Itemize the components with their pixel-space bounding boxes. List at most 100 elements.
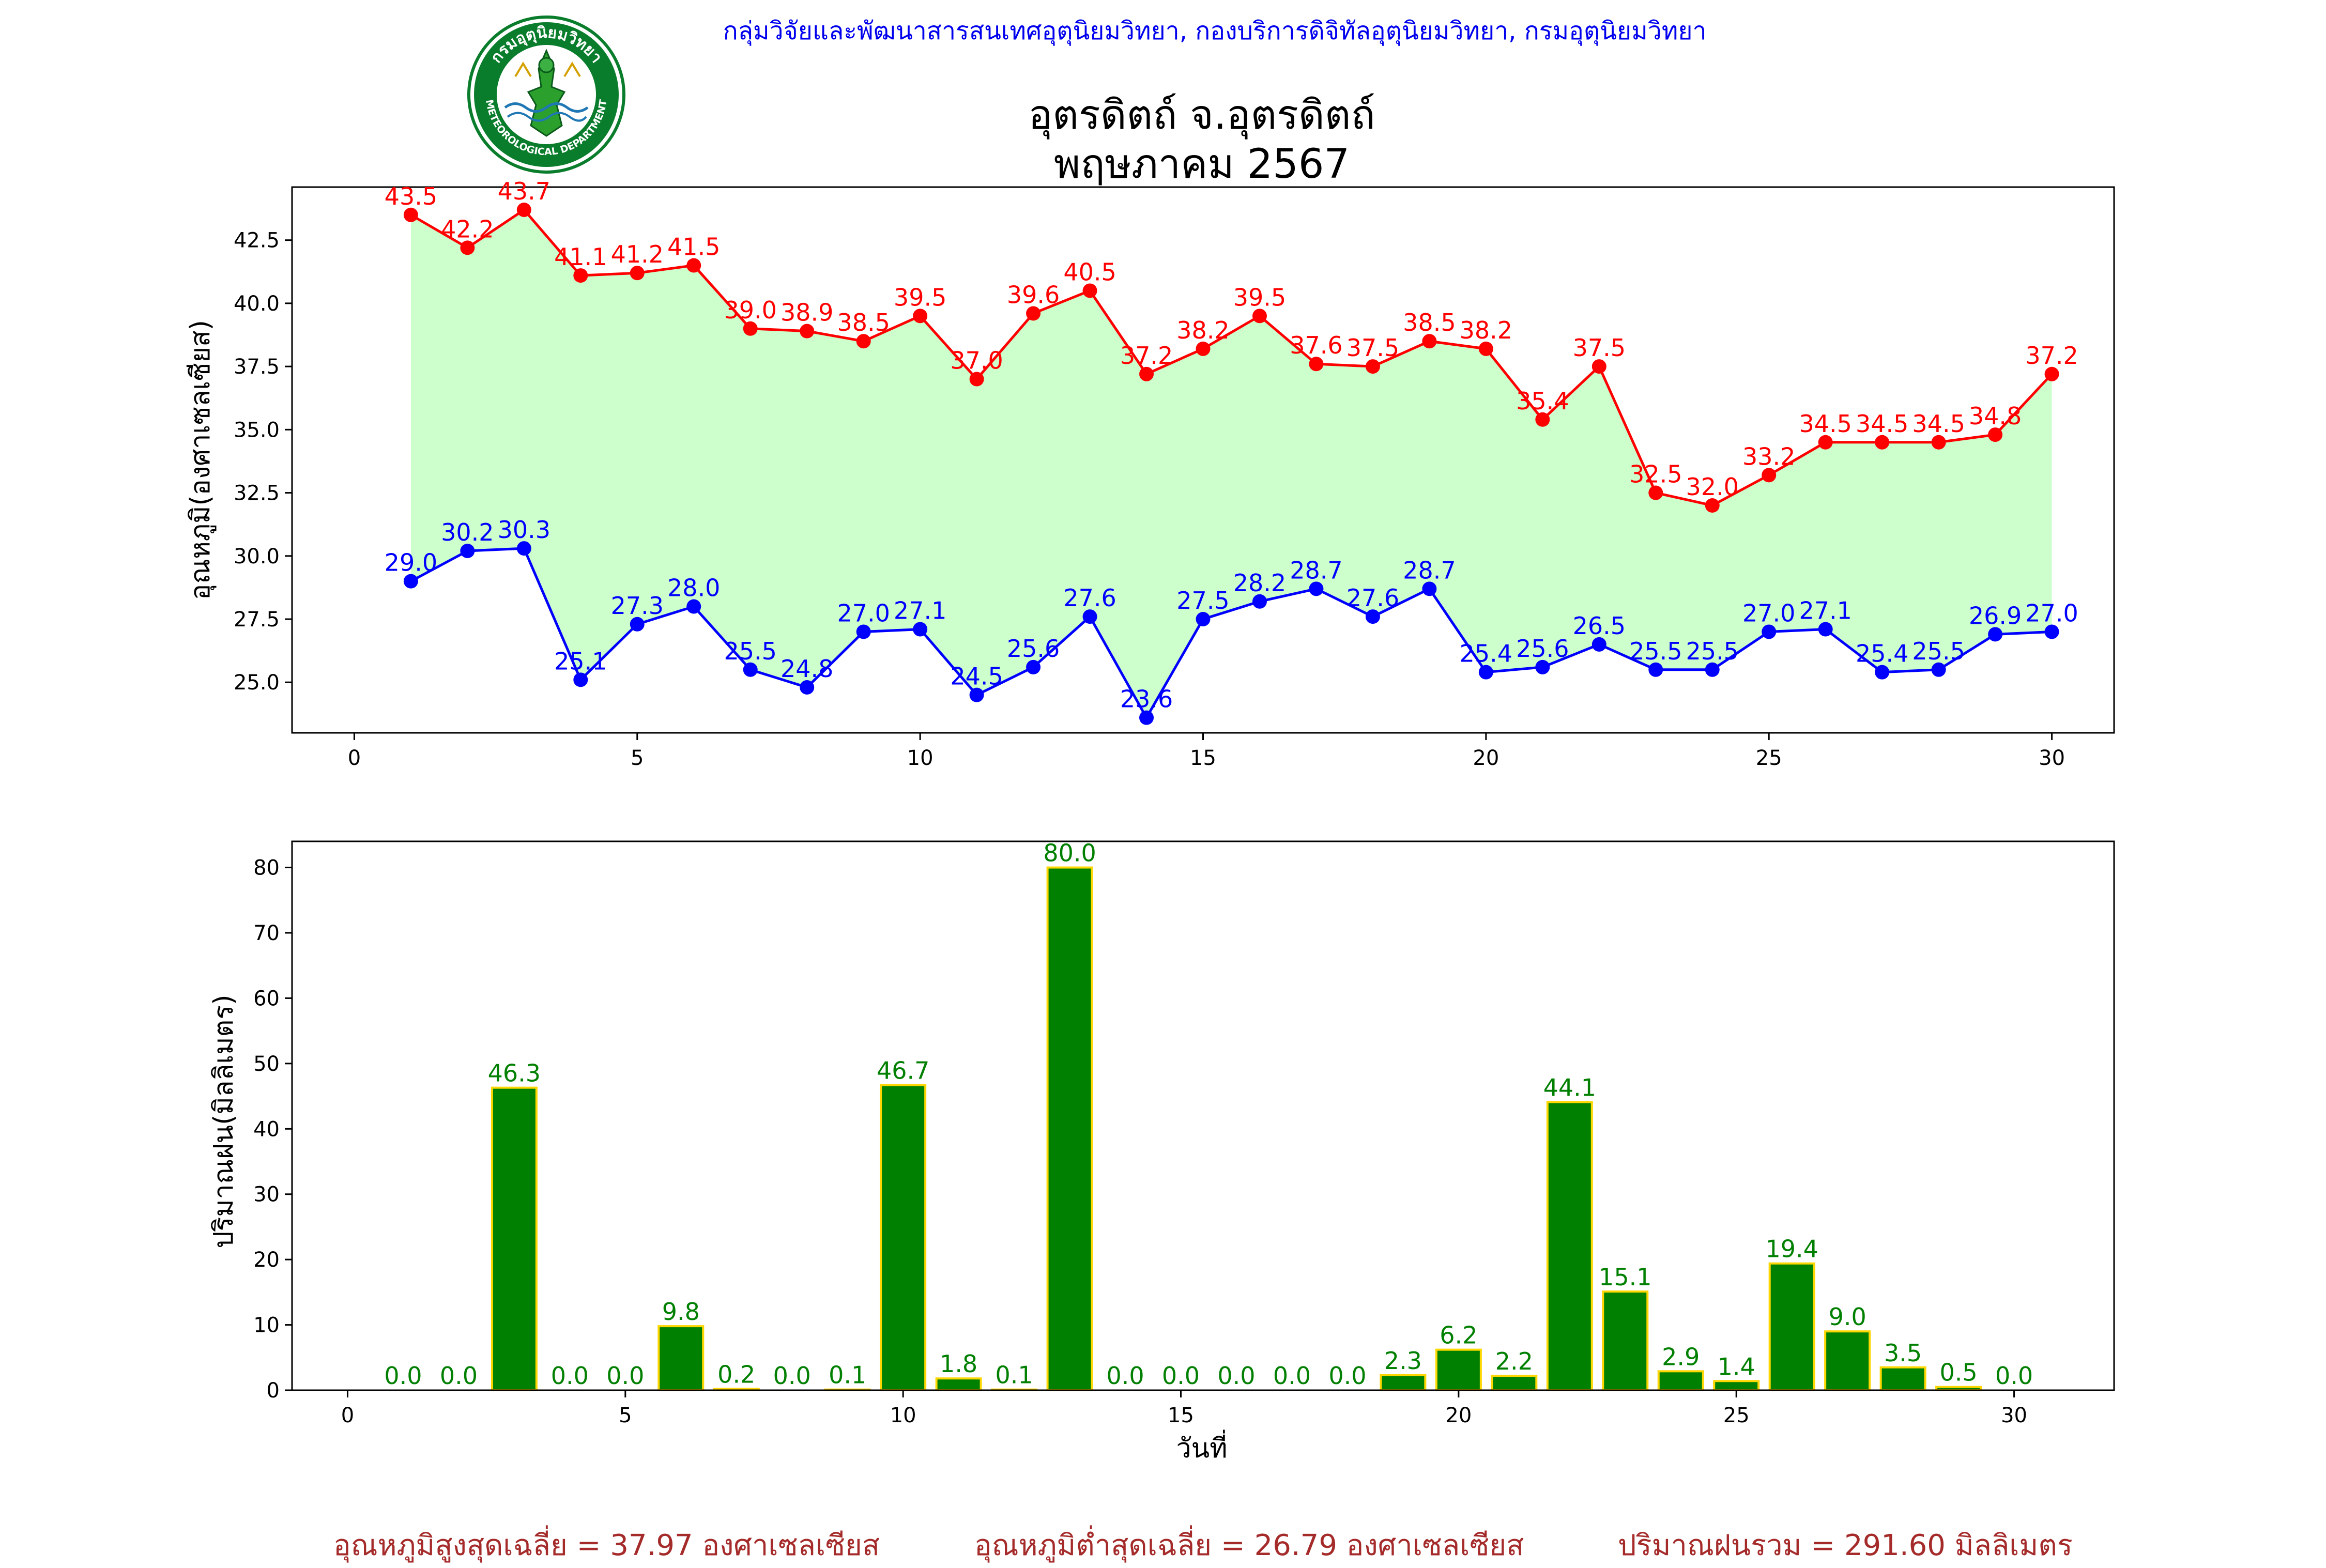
rainfall-bar-label: 9.0 xyxy=(1829,1303,1866,1331)
max-temperature-label: 38.9 xyxy=(781,299,833,327)
rainfall-bar xyxy=(1380,1374,1427,1391)
rainfall-bar-label: 46.7 xyxy=(877,1057,929,1085)
rainfall-bar-label: 0.1 xyxy=(829,1361,866,1389)
rainfall-x-tick-label: 0 xyxy=(341,1404,354,1427)
rainfall-bar-label: 80.0 xyxy=(1043,839,1096,867)
max-temperature-label: 39.5 xyxy=(894,283,946,311)
min-temperature-point xyxy=(969,687,984,702)
min-temperature-label: 28.7 xyxy=(1290,556,1342,584)
rainfall-bar-label: 2.3 xyxy=(1384,1347,1422,1375)
min-temperature-label: 24.5 xyxy=(950,663,1003,690)
max-temperature-label: 34.5 xyxy=(1912,410,1965,438)
min-temperature-point xyxy=(1422,581,1437,596)
rainfall-bar-label: 0.0 xyxy=(606,1362,644,1390)
temperature-data-labels: 43.542.243.741.1 41.2 41.539.0 38.9 38.539.5… xyxy=(385,177,2078,713)
rainfall-bar-label: 0.0 xyxy=(1273,1362,1311,1390)
max-temperature-point xyxy=(743,321,758,336)
rainfall-bar xyxy=(1879,1366,1926,1391)
rainfall-bar xyxy=(1657,1370,1704,1391)
min-temperature-point xyxy=(913,622,928,637)
max-temperature-label: 39.6 xyxy=(1007,281,1060,309)
max-temperature-label: 32.5 xyxy=(1629,460,1682,488)
min-temperature-point xyxy=(1196,612,1211,626)
max-temperature-point xyxy=(1535,412,1550,427)
min-temperature-point xyxy=(460,544,475,558)
min-temperature-point xyxy=(1592,637,1606,652)
temperature-y-axis-label: อุณหภูมิ(องศาเซลเซียส) xyxy=(185,320,217,600)
min-temperature-point xyxy=(800,680,815,695)
max-temperature-label: 43.7 xyxy=(498,177,550,205)
temperature-x-tick-label: 15 xyxy=(1190,746,1216,770)
min-temperature-label: 25.6 xyxy=(1516,635,1569,663)
min-temperature-label: 28.2 xyxy=(1233,569,1286,597)
average-min-temperature: อุณหภูมิต่ำสุดเฉลี่ย = 26.79 องศาเซลเซีย… xyxy=(974,1529,1524,1562)
chart-title-month: พฤษภาคม 2567 xyxy=(1053,141,1350,188)
max-temperature-point xyxy=(1875,435,1890,450)
min-temperature-point xyxy=(1875,665,1890,680)
min-temperature-point xyxy=(856,624,871,639)
max-temperature-point xyxy=(1422,334,1437,349)
rainfall-bar-label: 15.1 xyxy=(1599,1263,1651,1291)
rainfall-bar-label: 46.3 xyxy=(488,1059,541,1087)
rainfall-bar-label: 2.9 xyxy=(1662,1343,1700,1371)
max-temperature-label: 38.5 xyxy=(1403,309,1456,336)
min-temperature-label: 25.4 xyxy=(1460,640,1512,668)
rainfall-x-tick-label: 30 xyxy=(2001,1404,2027,1427)
max-temperature-label: 34.8 xyxy=(1969,402,2022,430)
rainfall-y-axis-label: ปริมาณฝน(มิลลิเมตร) xyxy=(208,994,239,1248)
min-temperature-label: 27.5 xyxy=(1176,587,1229,614)
min-temperature-point xyxy=(1648,662,1663,677)
temperature-y-tick-label: 37.5 xyxy=(234,355,280,379)
temperature-x-tick-label: 10 xyxy=(907,746,934,770)
temperature-x-tick-label: 5 xyxy=(631,746,644,770)
max-temperature-point xyxy=(573,268,588,283)
min-temperature-label: 25.5 xyxy=(1629,637,1682,665)
max-temperature-label: 37.2 xyxy=(1120,342,1173,370)
rainfall-bar xyxy=(935,1377,982,1392)
rainfall-bar-label: 6.2 xyxy=(1440,1321,1477,1349)
rainfall-bar-label: 44.1 xyxy=(1543,1073,1596,1101)
min-temperature-label: 27.3 xyxy=(611,592,664,620)
min-temperature-label: 25.4 xyxy=(1856,640,1908,668)
max-temperature-point xyxy=(1592,359,1606,374)
rainfall-bar-label: 9.8 xyxy=(662,1298,700,1326)
max-temperature-point xyxy=(1365,359,1380,374)
max-temperature-point xyxy=(403,207,418,222)
max-temperature-point xyxy=(1082,283,1097,298)
min-temperature-point xyxy=(743,662,758,677)
temperature-x-tick-label: 20 xyxy=(1473,746,1499,770)
max-temperature-label: 38.2 xyxy=(1460,316,1512,344)
min-temperature-label: 25.5 xyxy=(724,637,777,665)
max-temperature-label: 37.6 xyxy=(1290,331,1342,359)
max-temperature-point xyxy=(686,258,701,273)
temperature-y-tick-label: 32.5 xyxy=(234,482,280,505)
max-temperature-label: 42.2 xyxy=(441,215,494,243)
max-temperature-point xyxy=(1648,485,1663,500)
rainfall-bar xyxy=(1491,1375,1538,1392)
rainfall-x-tick-label: 10 xyxy=(890,1404,916,1427)
max-temperature-label: 43.5 xyxy=(385,182,437,210)
max-temperature-point xyxy=(1478,341,1493,356)
max-temperature-point xyxy=(1762,468,1777,483)
min-temperature-label: 26.9 xyxy=(1969,602,2022,629)
min-temperature-label: 27.0 xyxy=(2025,599,2078,627)
max-temperature-point xyxy=(630,266,645,281)
rainfall-x-tick-label: 15 xyxy=(1168,1404,1194,1427)
rainfall-bar-label: 0.0 xyxy=(551,1362,589,1390)
temperature-y-tick-label: 25.0 xyxy=(234,671,280,695)
max-temperature-label: 38.5 xyxy=(837,309,890,336)
min-temperature-label: 27.1 xyxy=(1799,597,1851,625)
temperature-plot-frame xyxy=(291,186,2115,734)
min-temperature-label: 29.0 xyxy=(385,549,437,577)
max-temperature-label: 41.1 xyxy=(554,243,607,271)
average-max-temperature: อุณหภูมิสูงสุดเฉลี่ย = 37.97 องศาเซลเซีย… xyxy=(333,1529,880,1562)
rainfall-data-labels: 0.0 0.0 46.3 0.0 0.0 9.8 0.2 0.0 0.1 46.7 1.8 0.1 80… xyxy=(384,839,2033,1390)
max-temperature-label: 40.5 xyxy=(1063,258,1116,286)
max-temperature-label: 35.4 xyxy=(1516,387,1569,415)
max-temperature-point xyxy=(913,309,928,324)
min-temperature-point xyxy=(1365,609,1380,624)
max-temperature-point xyxy=(2044,366,2059,381)
rainfall-axes: 0 5 10 15 20 25 30 0 10 20 30 40 50 60 70 80 xyxy=(253,840,2115,1427)
max-temperature-label: 34.5 xyxy=(1799,410,1851,438)
